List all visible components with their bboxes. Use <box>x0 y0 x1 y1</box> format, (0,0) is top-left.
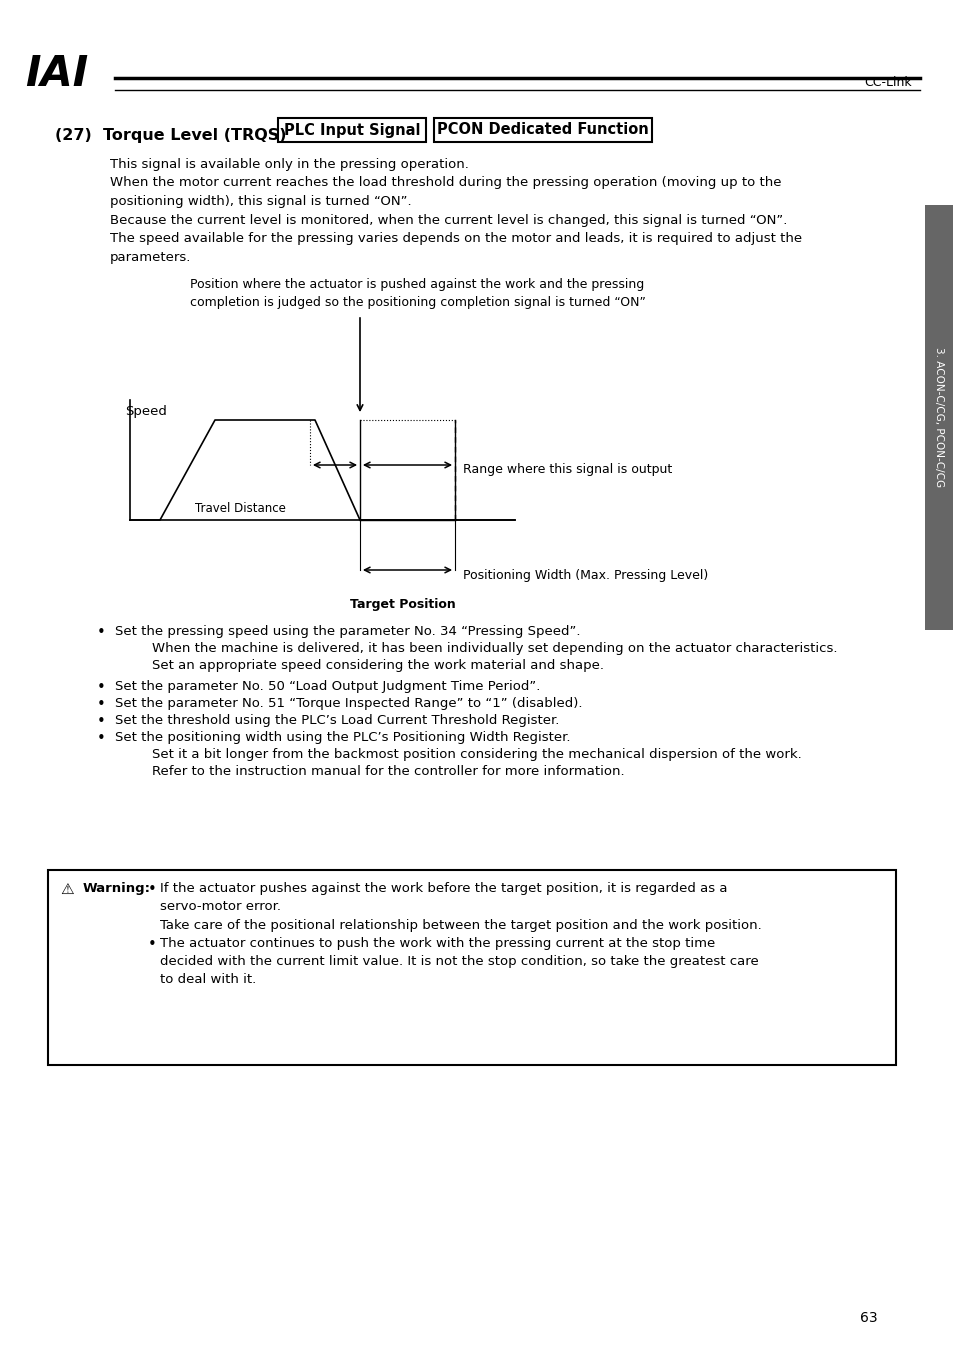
Text: •: • <box>97 730 106 747</box>
Text: Position where the actuator is pushed against the work and the pressing
completi: Position where the actuator is pushed ag… <box>190 278 645 309</box>
Text: IAI: IAI <box>25 53 89 94</box>
Text: Set the parameter No. 50 “Load Output Judgment Time Period”.: Set the parameter No. 50 “Load Output Ju… <box>115 680 539 693</box>
Text: PLC Input Signal: PLC Input Signal <box>283 123 420 138</box>
Text: •: • <box>97 697 106 711</box>
Text: Positioning Width (Max. Pressing Level): Positioning Width (Max. Pressing Level) <box>462 568 707 582</box>
Text: Speed: Speed <box>125 405 167 418</box>
Text: Set the pressing speed using the parameter No. 34 “Pressing Speed”.: Set the pressing speed using the paramet… <box>115 625 579 639</box>
Text: ⚠: ⚠ <box>60 882 73 896</box>
Text: The speed available for the pressing varies depends on the motor and leads, it i: The speed available for the pressing var… <box>110 232 801 265</box>
Text: If the actuator pushes against the work before the target position, it is regard: If the actuator pushes against the work … <box>160 882 727 913</box>
Bar <box>924 205 953 630</box>
Text: Warning:: Warning: <box>83 882 151 895</box>
Text: When the machine is delivered, it has been individually set depending on the act: When the machine is delivered, it has be… <box>152 643 837 655</box>
Text: Set the parameter No. 51 “Torque Inspected Range” to “1” (disabled).: Set the parameter No. 51 “Torque Inspect… <box>115 697 582 710</box>
Text: •: • <box>97 680 106 695</box>
Text: Refer to the instruction manual for the controller for more information.: Refer to the instruction manual for the … <box>152 765 624 778</box>
Bar <box>48 869 895 1065</box>
Text: 3. ACON-C/CG, PCON-C/CG: 3. ACON-C/CG, PCON-C/CG <box>934 347 943 487</box>
Bar <box>434 117 651 142</box>
Text: Take care of the positional relationship between the target position and the wor: Take care of the positional relationship… <box>160 919 760 931</box>
Text: (27)  Torque Level (TRQS): (27) Torque Level (TRQS) <box>55 128 286 143</box>
Text: Set the threshold using the PLC’s Load Current Threshold Register.: Set the threshold using the PLC’s Load C… <box>115 714 558 728</box>
Text: CC-Link: CC-Link <box>863 77 911 89</box>
Text: When the motor current reaches the load threshold during the pressing operation : When the motor current reaches the load … <box>110 176 781 208</box>
Text: Because the current level is monitored, when the current level is changed, this : Because the current level is monitored, … <box>110 215 786 227</box>
Text: Set it a bit longer from the backmost position considering the mechanical disper: Set it a bit longer from the backmost po… <box>152 748 801 761</box>
Text: The actuator continues to push the work with the pressing current at the stop ti: The actuator continues to push the work … <box>160 937 758 986</box>
Text: Target Position: Target Position <box>350 598 456 612</box>
Text: Range where this signal is output: Range where this signal is output <box>462 463 672 477</box>
Text: This signal is available only in the pressing operation.: This signal is available only in the pre… <box>110 158 468 171</box>
Text: Travel Distance: Travel Distance <box>194 502 286 514</box>
Bar <box>277 117 426 142</box>
Text: Set an appropriate speed considering the work material and shape.: Set an appropriate speed considering the… <box>152 659 603 672</box>
Text: •: • <box>148 882 156 896</box>
Text: 63: 63 <box>860 1311 877 1324</box>
Text: •: • <box>97 625 106 640</box>
Text: •: • <box>148 937 156 952</box>
Text: Set the positioning width using the PLC’s Positioning Width Register.: Set the positioning width using the PLC’… <box>115 730 570 744</box>
Text: •: • <box>97 714 106 729</box>
Text: PCON Dedicated Function: PCON Dedicated Function <box>436 123 648 138</box>
Bar <box>359 420 455 520</box>
